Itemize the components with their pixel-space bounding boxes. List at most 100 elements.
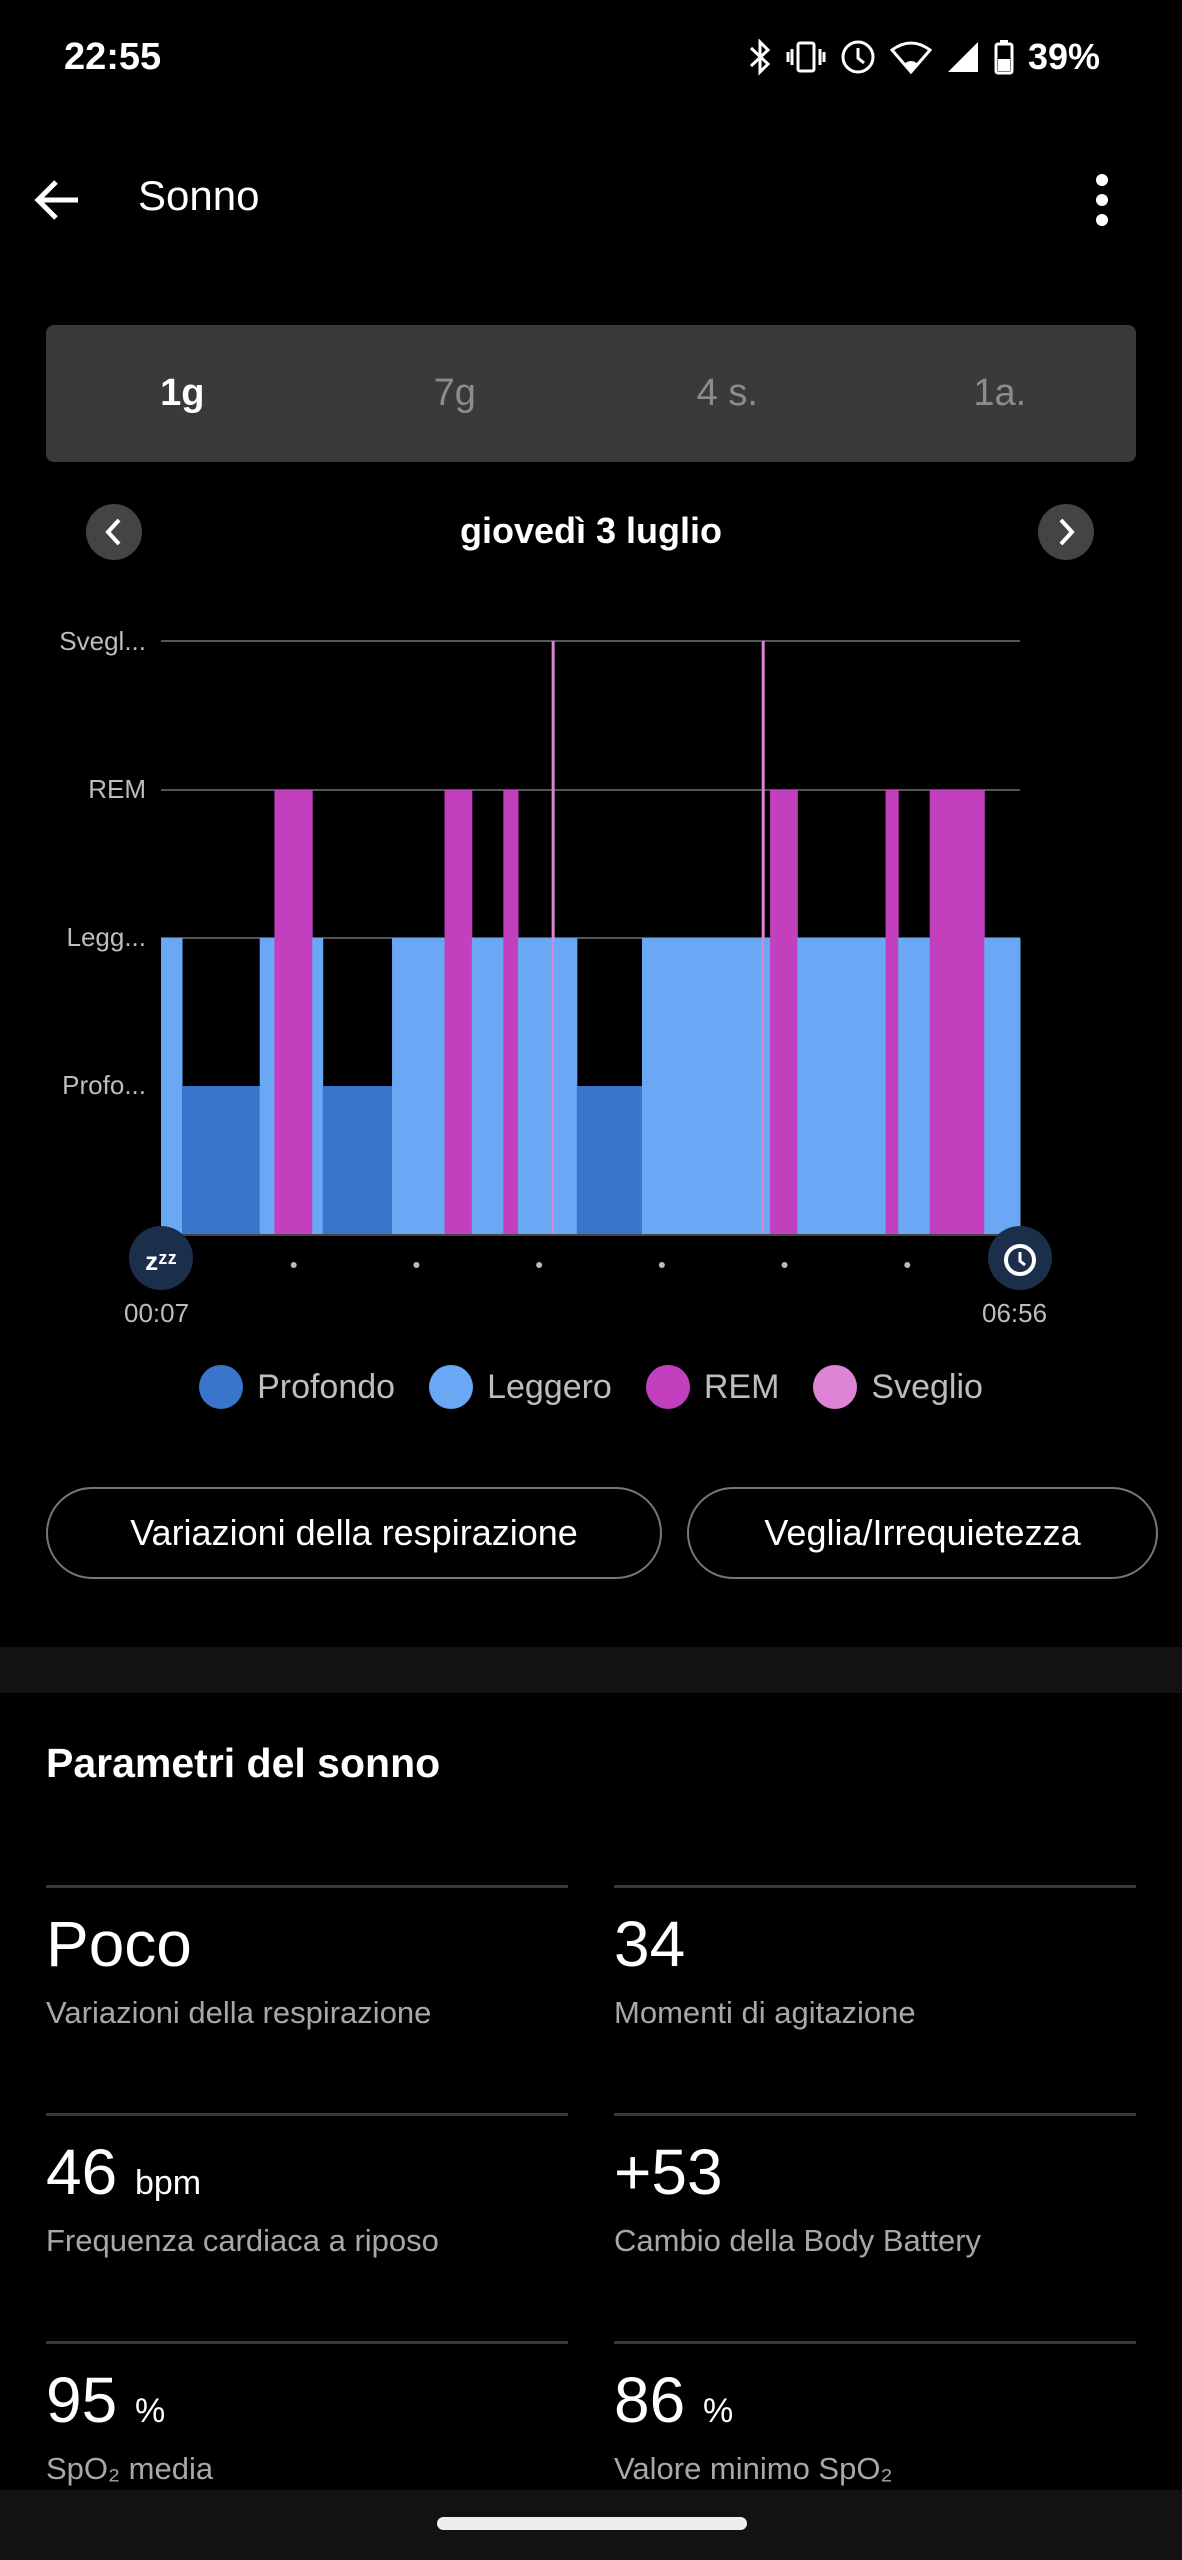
time-tick-dot (536, 1262, 543, 1268)
more-options-icon[interactable] (1090, 172, 1114, 228)
param-number: 46 (46, 2136, 118, 2208)
legend-label: Profondo (257, 1367, 396, 1406)
segment-light (763, 938, 771, 1235)
param-label: Variazioni della respirazione (46, 1995, 432, 2030)
battery-percent: 39% (1027, 36, 1100, 77)
page-title: Sonno (138, 172, 260, 219)
alarm-clock-hands (1018, 1252, 1026, 1267)
segment-rem (274, 790, 313, 1235)
section-divider (0, 1647, 1182, 1693)
sleep-param: 86 % Valore minimo SpO₂ (614, 2341, 1136, 2487)
signal-icon (947, 42, 978, 72)
segment-deep (576, 1086, 643, 1235)
sleep-param: 95 % SpO₂ media (46, 2341, 568, 2487)
segment-deep (322, 1086, 393, 1235)
segment-light (161, 938, 183, 1235)
zzz-icon: zᶻᶻ (145, 1246, 177, 1276)
param-unit: % (702, 2392, 734, 2430)
legend-rem: REM (645, 1365, 780, 1409)
param-value: 34 (614, 1906, 1136, 1993)
param-label: Frequenza cardiaca a riposo (46, 2223, 439, 2258)
segment-light (641, 938, 763, 1235)
y-label-awake: Svegl... (59, 626, 146, 656)
param-number: 86 (614, 2364, 686, 2436)
segment-light (898, 938, 931, 1235)
tab-7-days[interactable]: 7g (433, 372, 476, 414)
start-time-label: 00:07 (124, 1298, 190, 1328)
param-number: Poco (46, 1908, 192, 1980)
segment-rem (444, 790, 473, 1235)
sleep-param: 46 bpm Frequenza cardiaca a riposo (46, 2113, 568, 2259)
end-time-label: 06:56 (982, 1298, 1048, 1328)
param-unit: % (134, 2392, 166, 2430)
back-arrow-icon[interactable] (28, 170, 88, 230)
alarm-icon (841, 40, 875, 74)
segment-light (984, 938, 1021, 1235)
param-number: 34 (614, 1908, 686, 1980)
segment-light (392, 938, 446, 1235)
legend-awake: Sveglio (813, 1365, 983, 1409)
previous-day-button[interactable] (86, 504, 142, 560)
segment-light (518, 938, 553, 1235)
tab-1-day[interactable]: 1g (160, 372, 205, 414)
segment-deep (182, 1086, 261, 1235)
legend-deep: Profondo (199, 1365, 395, 1409)
battery-icon (994, 40, 1014, 75)
tab-1-year[interactable]: 1a. (973, 372, 1027, 414)
sleep-stages-chart: zᶻᶻ (129, 640, 1052, 1290)
chart-legend: Profondo Leggero REM Sveglio (0, 1365, 1182, 1409)
param-number: 95 (46, 2364, 118, 2436)
segment-light (553, 938, 578, 1235)
home-handle[interactable] (437, 2517, 747, 2530)
chevron-right-icon (1059, 518, 1075, 546)
y-label-light: Legg... (66, 922, 146, 952)
segment-rem (770, 790, 798, 1235)
status-time: 22:55 (64, 36, 162, 78)
legend-dot (813, 1365, 858, 1409)
param-label: Valore minimo SpO₂ (614, 2451, 893, 2486)
time-tick-dot (413, 1262, 420, 1268)
bluetooth-icon (749, 38, 771, 76)
time-tick-dot (781, 1262, 788, 1268)
legend-label: REM (703, 1367, 780, 1406)
time-tick-dot (904, 1262, 911, 1268)
segment-rem (503, 790, 519, 1235)
segment-awake (551, 641, 555, 1235)
legend-light: Leggero (429, 1365, 612, 1409)
param-unit: bpm (134, 2164, 202, 2202)
vibrate-icon (786, 41, 826, 73)
segment-light (471, 938, 504, 1235)
tab-4-weeks[interactable]: 4 s. (696, 372, 758, 414)
status-icons: 39% (748, 36, 1100, 78)
breathing-variations-button[interactable]: Variazioni della respirazione (46, 1487, 662, 1579)
segment-light (312, 938, 324, 1235)
next-day-button[interactable] (1038, 504, 1094, 560)
sleep-param: Poco Variazioni della respirazione (46, 1885, 568, 2031)
param-label: SpO₂ media (46, 2451, 214, 2486)
legend-dot (199, 1365, 244, 1409)
param-label: Cambio della Body Battery (614, 2223, 982, 2258)
sleep-param: +53 Cambio della Body Battery (614, 2113, 1136, 2259)
legend-label: Leggero (487, 1367, 612, 1406)
period-tabs: 1g 7g 4 s. 1a. (46, 325, 1136, 462)
legend-dot (429, 1365, 474, 1409)
param-value: Poco (46, 1906, 568, 1993)
selected-date: giovedì 3 luglio (459, 510, 723, 551)
param-value: 86 % (614, 2362, 1136, 2449)
segment-awake (761, 641, 765, 1235)
segment-light (797, 938, 887, 1235)
sleep-params-title: Parametri del sonno (46, 1740, 441, 1786)
param-number: +53 (614, 2136, 723, 2208)
sleep-param: 34 Momenti di agitazione (614, 1885, 1136, 2031)
param-label: Momenti di agitazione (614, 1995, 916, 2030)
segment-light (259, 938, 275, 1235)
param-value: 46 bpm (46, 2134, 568, 2221)
awake-restlessness-button[interactable]: Veglia/Irrequietezza (687, 1487, 1158, 1579)
legend-label: Sveglio (871, 1367, 983, 1406)
y-label-deep: Profo... (62, 1070, 146, 1100)
param-value: 95 % (46, 2362, 568, 2449)
chevron-left-icon (105, 518, 121, 546)
y-label-rem: REM (88, 774, 146, 804)
time-tick-dot (290, 1262, 297, 1268)
legend-dot (645, 1365, 690, 1409)
